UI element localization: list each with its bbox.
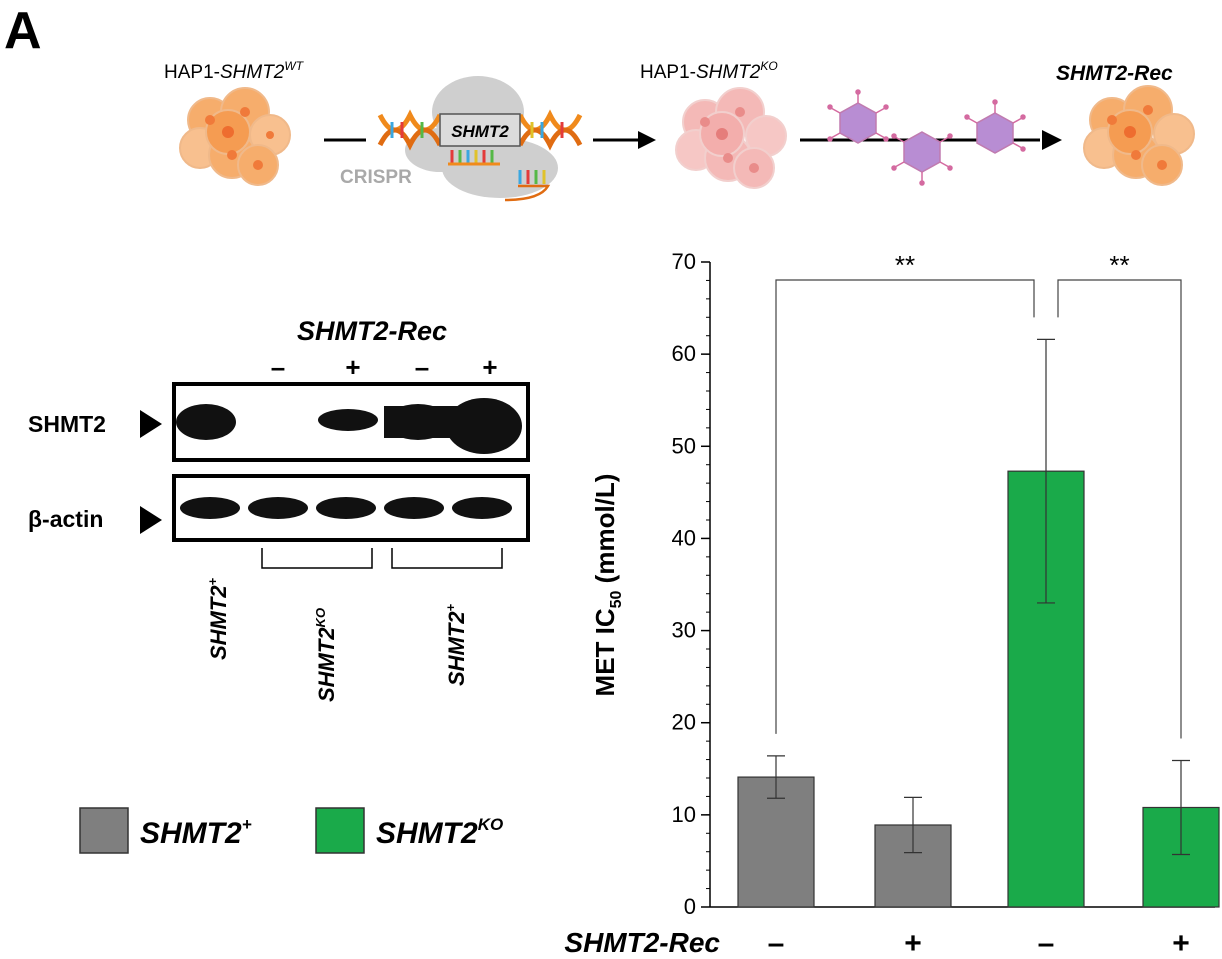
y-axis-label: MET IC50 (mmol/L) — [590, 474, 625, 697]
western-blot: SHMT2-Rec – + – + SHMT2 β-actin — [28, 316, 530, 702]
blot-title: SHMT2-Rec — [297, 316, 447, 346]
blot-sign-1: – — [271, 352, 285, 382]
schematic: HAP1-SHMT2WT — [164, 59, 1195, 202]
lane-label-2: SHMT2KO — [313, 608, 339, 702]
x-sign-label: – — [1038, 927, 1055, 959]
wt-cell-cluster-icon — [179, 87, 291, 186]
significance-bracket — [1057, 279, 1182, 739]
y-tick-label: 60 — [672, 341, 696, 366]
legend-swatch-2 — [315, 807, 365, 854]
x-row-label: SHMT2-Rec — [564, 927, 720, 958]
rec-cell-cluster-icon — [1083, 85, 1195, 186]
rec-label: SHMT2-Rec — [1056, 62, 1173, 85]
legend-swatch-1 — [79, 807, 129, 854]
y-tick-label: 10 — [672, 802, 696, 827]
panel-label: A — [4, 2, 42, 60]
lane-label-1: SHMT2+ — [205, 577, 231, 660]
lane-label-3: SHMT2+ — [443, 603, 469, 686]
ko-label: HAP1-SHMT2KO — [640, 59, 778, 83]
significance-label: ** — [895, 250, 915, 280]
y-tick-label: 20 — [672, 710, 696, 735]
bar-chart: MET IC50 (mmol/L) SHMT2-Rec 0 10 20 30 40 50 6… — [564, 249, 1220, 959]
wt-label: HAP1-SHMT2WT — [164, 59, 305, 83]
y-tick-label: 50 — [672, 433, 696, 458]
row-arrow-icon — [140, 410, 162, 438]
legend-label-1: SHMT2+ — [140, 815, 252, 850]
significance-label: ** — [1109, 250, 1129, 280]
y-tick-label: 0 — [684, 894, 696, 919]
significance-bracket — [775, 279, 1035, 734]
y-tick-label: 40 — [672, 525, 696, 550]
blot-sign-3: – — [415, 352, 429, 382]
legend-label-2: SHMT2KO — [376, 815, 503, 850]
crispr-dna-icon: SHMT2 CRISPR — [340, 76, 583, 202]
blot-sign-2: + — [345, 352, 360, 382]
x-sign-label: – — [768, 927, 785, 959]
virus-icon — [839, 102, 1014, 173]
blot-row-label-actin: β-actin — [28, 506, 103, 532]
crispr-label: CRISPR — [340, 167, 412, 188]
y-tick-label: 70 — [672, 249, 696, 274]
ko-cell-cluster-icon — [675, 87, 787, 189]
blot-sign-4: + — [482, 352, 497, 382]
actin-bands — [180, 497, 512, 519]
x-sign-label: + — [1172, 927, 1190, 959]
legend: SHMT2+ SHMT2KO — [79, 807, 503, 854]
y-tick-label: 30 — [672, 618, 696, 643]
x-sign-label: + — [904, 927, 922, 959]
gene-box-label: SHMT2 — [451, 122, 509, 141]
row-arrow-icon — [140, 506, 162, 534]
shmt2-bands — [176, 398, 522, 454]
blot-row-label-shmt2: SHMT2 — [28, 411, 106, 437]
